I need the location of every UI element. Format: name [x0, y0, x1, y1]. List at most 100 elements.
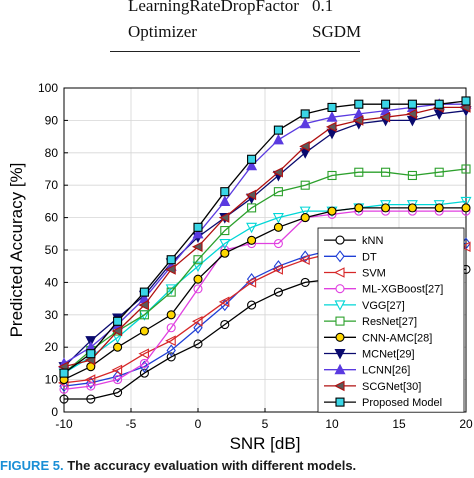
- legend: kNN DT SVM ML-XGBoost[27] VGG[27] ResNet[27] C…: [317, 227, 465, 413]
- legend-marker: [333, 380, 345, 392]
- y-tick-label: 10: [45, 373, 59, 387]
- data-point: [246, 222, 258, 234]
- figure-caption: FIGURE 5. The accuracy evaluation with d…: [0, 458, 356, 473]
- legend-item: DT: [324, 250, 377, 263]
- table-row: Optimizer SGDM: [0, 22, 474, 50]
- legend-marker: [335, 284, 345, 294]
- legend-item: SVM: [324, 267, 386, 280]
- legend-label: VGG[27]: [362, 300, 405, 312]
- series-proposed-model: [59, 96, 471, 378]
- legend-item: SCGNet[30]: [324, 380, 421, 393]
- data-point: [139, 358, 149, 368]
- legend-marker: [334, 300, 346, 311]
- data-point: [86, 381, 96, 391]
- data-point: [434, 203, 444, 213]
- legend-item: LCNN[26]: [324, 363, 410, 377]
- data-point: [461, 203, 471, 213]
- y-axis-label: Predicted Accuracy [%]: [7, 163, 26, 338]
- data-point: [193, 222, 203, 232]
- data-point: [59, 384, 69, 394]
- series-line-cnn-amc-28: [63, 207, 466, 381]
- data-point: [299, 141, 310, 152]
- data-point: [247, 235, 257, 245]
- legend-label: SVM: [362, 268, 386, 280]
- data-point: [192, 227, 204, 239]
- data-point: [166, 310, 176, 320]
- data-point: [354, 99, 364, 109]
- data-point: [434, 167, 444, 177]
- data-point: [406, 108, 417, 120]
- data-point: [273, 222, 283, 232]
- data-point: [407, 203, 417, 213]
- legend-label: Proposed Model: [362, 397, 442, 409]
- data-point: [245, 189, 257, 201]
- data-point: [139, 326, 149, 336]
- data-point: [299, 254, 310, 266]
- data-point: [459, 241, 471, 253]
- legend-label: MCNet[29]: [362, 349, 415, 361]
- table-cell-value: 0.1: [312, 0, 334, 15]
- legend-marker: [335, 316, 345, 326]
- data-point: [193, 274, 203, 284]
- data-point: [192, 261, 204, 273]
- axis-ticks: -10 -5 0 5 10 15 20 0 10 20 30 40 50 60 70 80 90 100: [38, 81, 473, 431]
- legend-marker: [333, 267, 345, 278]
- data-point: [354, 203, 364, 213]
- caption-label: FIGURE 5.: [0, 458, 64, 473]
- data-point: [218, 296, 230, 308]
- data-point: [327, 206, 337, 216]
- data-point: [272, 133, 284, 145]
- data-point: [272, 264, 283, 275]
- data-point: [272, 166, 283, 178]
- x-tick-label: 15: [392, 417, 406, 431]
- data-point: [273, 125, 283, 135]
- legend-item: Proposed Model: [324, 397, 442, 409]
- data-point: [434, 99, 444, 109]
- data-point: [191, 241, 203, 253]
- data-point: [273, 287, 283, 297]
- y-tick-label: 100: [38, 81, 58, 95]
- data-point: [460, 196, 472, 208]
- y-tick-label: 70: [45, 178, 59, 192]
- legend-marker: [334, 363, 346, 375]
- data-point: [113, 375, 123, 385]
- legend-marker: [335, 397, 345, 407]
- x-axis-label: SNR [dB]: [230, 434, 301, 453]
- x-tick-label: -5: [126, 417, 137, 431]
- data-point: [113, 388, 123, 398]
- series-layer: [57, 96, 472, 404]
- data-point: [220, 248, 230, 258]
- legend-marker: [334, 348, 346, 360]
- data-point: [86, 394, 96, 404]
- table-row: LearningRateDropFactor 0.1: [0, 0, 474, 28]
- data-point: [111, 325, 123, 337]
- y-tick-label: 60: [45, 211, 59, 225]
- data-point: [299, 117, 311, 129]
- data-point: [352, 115, 364, 126]
- y-tick-label: 20: [45, 340, 59, 354]
- data-point: [327, 102, 337, 112]
- legend-label: LCNN[26]: [362, 365, 410, 377]
- data-point: [273, 187, 283, 197]
- y-tick-label: 0: [51, 405, 58, 419]
- legend-label: ResNet[27]: [362, 316, 417, 328]
- data-point: [381, 99, 391, 109]
- data-point: [407, 99, 417, 109]
- series-cnn-amc-28: [59, 203, 471, 385]
- data-point: [165, 335, 176, 347]
- data-point: [272, 213, 284, 224]
- data-point: [193, 339, 203, 349]
- y-tick-label: 50: [45, 243, 59, 257]
- y-tick-label: 40: [45, 275, 59, 289]
- data-point: [113, 342, 123, 352]
- accuracy-line-chart: -10 -5 0 5 10 15 20 0 10 20 30 40 50 60 70 80 90 100 kNN D…: [7, 81, 473, 453]
- legend-marker: [335, 235, 345, 245]
- y-tick-label: 90: [45, 113, 59, 127]
- data-point: [191, 315, 203, 327]
- data-point: [325, 121, 337, 133]
- legend-item: ML-XGBoost[27]: [324, 284, 443, 296]
- legend-label: ML-XGBoost[27]: [362, 284, 443, 296]
- caption-text: The accuracy evaluation with different m…: [67, 458, 357, 473]
- data-point: [139, 368, 149, 378]
- data-point: [300, 213, 310, 223]
